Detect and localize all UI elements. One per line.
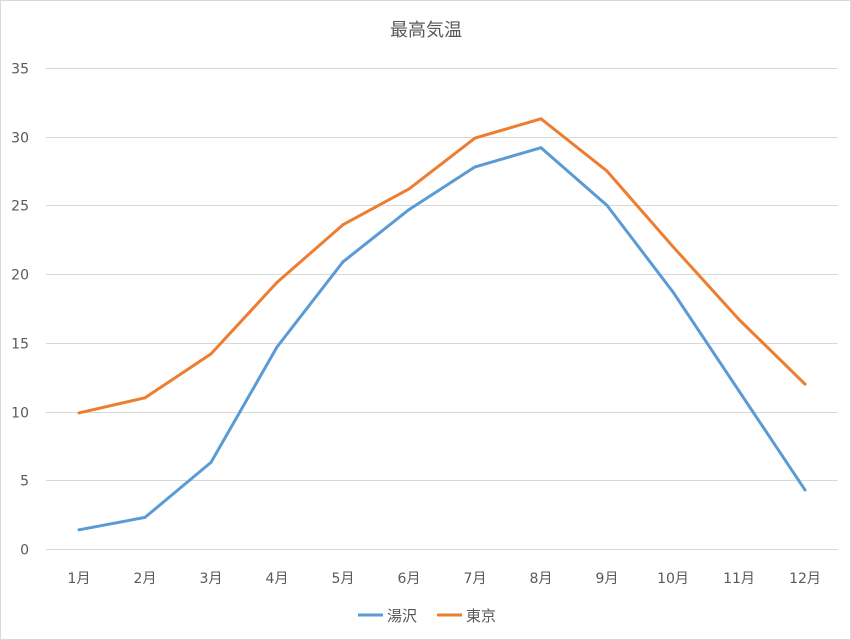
gridlines: [46, 68, 838, 550]
legend-label: 東京: [466, 607, 496, 625]
legend-item: 東京: [437, 607, 496, 625]
data-point: [737, 389, 741, 393]
data-point: [737, 318, 741, 321]
legend-label: 湯沢: [387, 607, 417, 625]
data-point: [143, 516, 147, 519]
chart-title: 最高気温: [390, 20, 462, 41]
x-tick-label: 5月: [332, 571, 355, 587]
data-point: [407, 208, 411, 212]
x-tick-label: 11月: [723, 571, 755, 587]
y-tick-label: 25: [11, 199, 29, 215]
data-point: [341, 260, 345, 264]
series-line-1: [77, 146, 807, 532]
legend: 湯沢 東京: [358, 607, 496, 625]
data-point: [341, 223, 345, 227]
x-tick-label: 6月: [398, 571, 421, 587]
data-point: [77, 411, 81, 415]
data-point: [473, 136, 477, 140]
data-point: [671, 245, 675, 249]
data-point: [143, 396, 147, 400]
data-point: [407, 187, 411, 191]
series-lines: [77, 117, 807, 532]
data-point: [605, 169, 609, 173]
y-tick-label: 30: [11, 131, 29, 147]
data-point: [275, 281, 279, 284]
data-point: [473, 165, 477, 169]
x-tick-label: 4月: [266, 571, 289, 587]
legend-item: 湯沢: [358, 607, 417, 625]
x-tick-label: 3月: [200, 571, 223, 587]
x-axis-ticks: 1月 2月 3月 4月 5月 6月 7月 8月 9月 10月 11月 12月: [68, 571, 821, 587]
data-point: [671, 290, 675, 294]
y-tick-label: 0: [20, 543, 29, 559]
data-point: [209, 461, 213, 464]
data-point: [209, 352, 213, 356]
x-tick-label: 10月: [657, 571, 689, 587]
data-point: [605, 204, 609, 207]
y-tick-label: 35: [11, 62, 29, 78]
data-point: [539, 146, 543, 150]
data-point: [539, 117, 543, 121]
data-point: [803, 488, 807, 492]
x-tick-label: 2月: [134, 571, 157, 587]
y-tick-label: 5: [20, 474, 29, 490]
x-tick-label: 1月: [68, 571, 91, 587]
data-point: [803, 382, 807, 386]
data-point: [275, 345, 279, 349]
y-tick-label: 15: [11, 337, 29, 353]
y-tick-label: 10: [11, 406, 29, 422]
x-tick-label: 8月: [530, 571, 553, 587]
y-axis-ticks: 0 5 10 15 20 25 30 35: [11, 62, 29, 559]
y-tick-label: 20: [11, 268, 29, 284]
series-line-2: [77, 117, 807, 415]
x-tick-label: 9月: [596, 571, 619, 587]
x-tick-label: 12月: [789, 571, 821, 587]
x-tick-label: 7月: [464, 571, 487, 587]
data-point: [77, 528, 81, 532]
